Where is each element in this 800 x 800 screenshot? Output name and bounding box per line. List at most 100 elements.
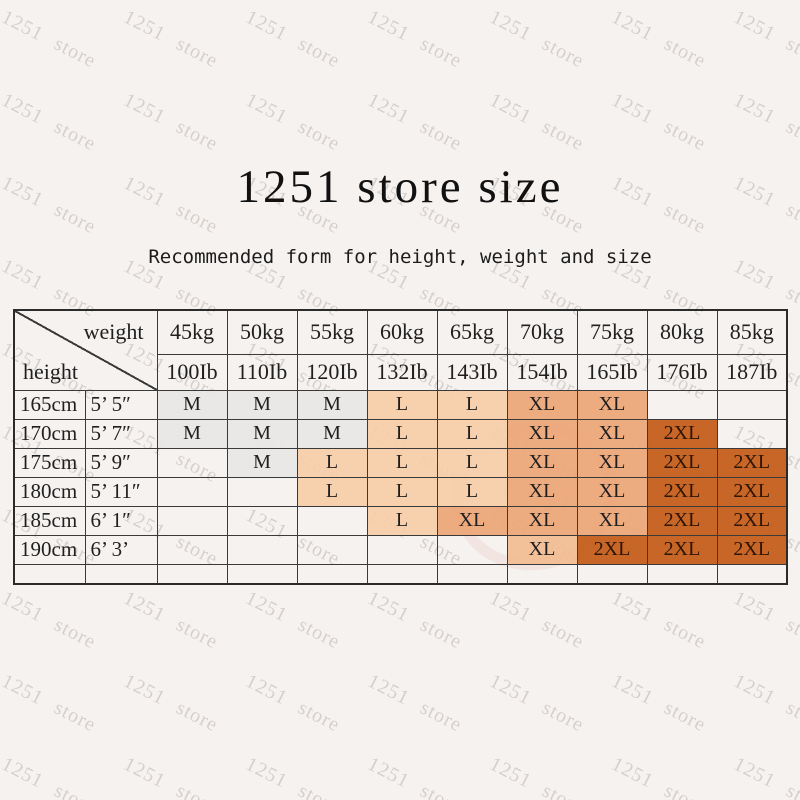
- size-cell: 2XL: [716, 476, 788, 507]
- size-cell: L: [366, 389, 438, 420]
- size-cell: M: [226, 389, 298, 420]
- weight-lb-header: 165Ib: [576, 353, 648, 391]
- corner-cell: weight height: [13, 309, 158, 391]
- size-cell: XL: [576, 418, 648, 449]
- table-row: 170cm 5’ 7″ M M M L L XL XL 2XL: [13, 418, 788, 449]
- weight-kg-header: 45kg: [156, 309, 228, 355]
- watermark-text: 1251 store: [0, 6, 100, 73]
- watermark-text: 1251 store: [486, 753, 588, 800]
- size-cell: L: [296, 476, 368, 507]
- height-ft-label: 6’ 1″: [84, 505, 158, 536]
- height-cm-label: 170cm: [13, 418, 86, 449]
- size-cell: L: [366, 505, 438, 536]
- size-cell: [296, 563, 368, 585]
- size-cell: L: [436, 389, 508, 420]
- watermark-text: 1251 store: [730, 753, 800, 800]
- size-cell: XL: [576, 447, 648, 478]
- size-cell: 2XL: [716, 505, 788, 536]
- subtitle: Recommended form for height, weight and …: [148, 246, 652, 268]
- weight-lb-header: 110Ib: [226, 353, 298, 391]
- size-cell: [156, 505, 228, 536]
- size-cell: 2XL: [646, 447, 718, 478]
- watermark-text: 1251 store: [730, 89, 800, 156]
- size-cell: XL: [576, 505, 648, 536]
- size-cell: [436, 563, 508, 585]
- height-ft-label: 5’ 5″: [84, 389, 158, 420]
- size-cell: M: [156, 389, 228, 420]
- page-title: 1251 store size: [236, 161, 564, 213]
- size-cell: 2XL: [716, 534, 788, 565]
- watermark-text: 1251 store: [242, 6, 344, 73]
- size-cell: L: [296, 447, 368, 478]
- size-cell: [156, 447, 228, 478]
- watermark-text: 1251 store: [0, 587, 100, 654]
- size-cell: [366, 534, 438, 565]
- size-cell: L: [366, 476, 438, 507]
- height-ft-label: [84, 563, 158, 585]
- watermark-text: 1251 store: [364, 587, 466, 654]
- watermark-text: 1251 store: [608, 587, 710, 654]
- size-cell: [366, 563, 438, 585]
- size-cell: L: [366, 447, 438, 478]
- size-cell: [156, 534, 228, 565]
- size-cell: L: [436, 418, 508, 449]
- table-row: 175cm 5’ 9″ M L L L XL XL 2XL 2XL: [13, 447, 788, 478]
- watermark-text: 1251 store: [242, 753, 344, 800]
- size-cell: XL: [506, 447, 578, 478]
- weight-kg-header: 60kg: [366, 309, 438, 355]
- corner-weight-label: weight: [83, 319, 144, 344]
- weight-lb-header: 132Ib: [366, 353, 438, 391]
- size-cell: [226, 563, 298, 585]
- watermark-text: 1251 store: [120, 89, 222, 156]
- size-cell: [156, 563, 228, 585]
- weight-kg-header: 85kg: [716, 309, 788, 355]
- height-cm-label: [13, 563, 86, 585]
- size-cell: [716, 389, 788, 420]
- weight-kg-header: 75kg: [576, 309, 648, 355]
- watermark-text: 1251 store: [242, 89, 344, 156]
- size-table: weight height 45kg 50kg 55kg 60kg 65kg 7…: [13, 309, 788, 585]
- size-cell: XL: [576, 476, 648, 507]
- size-cell: [716, 563, 788, 585]
- weight-lb-header: 120Ib: [296, 353, 368, 391]
- height-cm-label: 165cm: [13, 389, 86, 420]
- size-cell: [506, 563, 578, 585]
- table-row: [13, 563, 788, 585]
- size-cell: M: [296, 418, 368, 449]
- watermark-text: 1251 store: [608, 670, 710, 737]
- table-row: 165cm 5’ 5″ M M M L L XL XL: [13, 389, 788, 420]
- table-row: 180cm 5’ 11″ L L L XL XL 2XL 2XL: [13, 476, 788, 507]
- size-cell: [576, 563, 648, 585]
- watermark-text: 1251 store: [364, 89, 466, 156]
- size-cell: [226, 534, 298, 565]
- watermark-text: 1251 store: [0, 670, 100, 737]
- size-cell: [156, 476, 228, 507]
- size-cell: [646, 563, 718, 585]
- size-cell: XL: [506, 505, 578, 536]
- size-cell: [716, 418, 788, 449]
- size-cell: XL: [506, 534, 578, 565]
- size-cell: [226, 505, 298, 536]
- height-cm-label: 185cm: [13, 505, 86, 536]
- size-cell: 2XL: [646, 418, 718, 449]
- watermark-text: 1251 store: [730, 6, 800, 73]
- size-cell: M: [156, 418, 228, 449]
- size-cell: 2XL: [646, 534, 718, 565]
- watermark-text: 1251 store: [486, 670, 588, 737]
- size-cell: 2XL: [646, 505, 718, 536]
- corner-height-label: height: [23, 358, 78, 384]
- size-cell: [296, 505, 368, 536]
- watermark-text: 1251 store: [364, 6, 466, 73]
- watermark-text: 1251 store: [364, 753, 466, 800]
- size-cell: 2XL: [646, 476, 718, 507]
- size-cell: L: [436, 447, 508, 478]
- watermark-text: 1251 store: [120, 6, 222, 73]
- size-cell: XL: [506, 389, 578, 420]
- weight-kg-header: 65kg: [436, 309, 508, 355]
- weight-kg-header: 80kg: [646, 309, 718, 355]
- weight-kg-header: 55kg: [296, 309, 368, 355]
- size-cell: M: [226, 418, 298, 449]
- size-cell: [296, 534, 368, 565]
- watermark-text: 1251 store: [364, 670, 466, 737]
